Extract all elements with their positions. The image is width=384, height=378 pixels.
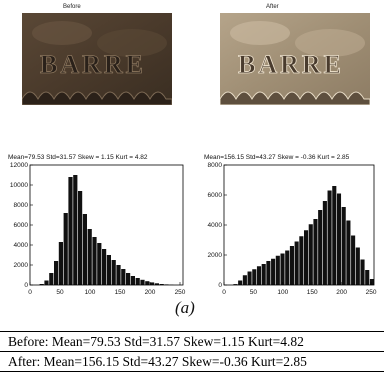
before-histogram-y-tick-label: 2000	[14, 262, 29, 269]
before-histogram-bar	[49, 273, 54, 285]
after-histogram-x-tick-label: 200	[336, 289, 347, 296]
after-histogram-bar	[318, 210, 323, 285]
after-title: After	[266, 4, 279, 10]
after-histogram-x-tick-label: 150	[307, 289, 318, 296]
before-coin-photo: BARRE	[22, 13, 172, 105]
after-histogram-bar	[346, 220, 351, 285]
before-histogram-y-tick-label: 4000	[14, 242, 29, 249]
after-histogram-bar	[285, 250, 290, 285]
after-histogram-bar	[332, 186, 337, 285]
after-histogram-x-tick-label: 50	[250, 289, 258, 296]
before-histogram-y-tick-label: 10000	[10, 182, 28, 189]
before-histogram-bar	[154, 283, 159, 285]
stats-table: Before: Mean=79.53 Std=31.57 Skew=1.15 K…	[0, 331, 384, 372]
before-histogram-bar	[78, 191, 83, 285]
before-histogram-bar	[73, 175, 78, 285]
after-histogram-bar	[341, 207, 346, 285]
after-coin-lettering: BARRE	[238, 50, 344, 79]
before-histogram-bar	[44, 280, 49, 285]
before-histogram-bar	[145, 281, 150, 285]
before-histogram-x-tick-label: 200	[145, 289, 156, 296]
after-histogram-bar	[271, 258, 276, 285]
table-row: After: Mean=156.15 Std=43.27 Skew=-0.36 …	[0, 351, 384, 372]
before-histogram-axes-box	[29, 164, 184, 286]
after-histogram-bar	[327, 190, 332, 285]
after-histogram-bar	[351, 235, 356, 285]
after-histogram-bar	[313, 219, 318, 285]
stats-row-after: After: Mean=156.15 Std=43.27 Skew=-0.36 …	[0, 351, 384, 372]
before-histogram-bar	[92, 237, 97, 285]
after-histogram-bar	[289, 246, 294, 285]
after-histogram-bar	[275, 255, 280, 285]
after-coin-photo: BARRE	[220, 13, 370, 105]
after-histogram-y-tick-label: 6000	[208, 192, 223, 199]
before-coin-lettering: BARRE	[40, 50, 146, 79]
before-histogram-bar	[106, 255, 111, 285]
before-histogram-bar	[159, 284, 164, 285]
before-histogram-x-tick-label: 250	[175, 289, 186, 296]
before-histogram-bar	[121, 269, 126, 285]
before-histogram-bar	[116, 265, 121, 285]
after-histogram-bar	[355, 247, 360, 285]
table-row: Before: Mean=79.53 Std=31.57 Skew=1.15 K…	[0, 331, 384, 352]
after-histogram-y-tick-label: 0	[218, 282, 222, 289]
after-histogram-bar	[369, 279, 374, 285]
after-histogram-x-tick-label: 0	[222, 289, 226, 296]
before-histogram-bar	[126, 273, 131, 285]
after-histogram-y-tick-label: 4000	[208, 222, 223, 229]
before-histogram-y-tick-label: 0	[24, 282, 28, 289]
after-histogram-x-tick-label: 100	[277, 289, 288, 296]
after-histogram-bar	[280, 253, 285, 285]
after-histogram-bar	[299, 236, 304, 285]
before-histogram-y-tick-label: 6000	[14, 222, 29, 229]
after-histogram-bar	[266, 261, 271, 285]
before-histogram-bar	[82, 214, 87, 285]
before-histogram-bar	[111, 260, 116, 285]
before-histogram-x-tick-label: 50	[56, 289, 64, 296]
after-histogram-x-tick-label: 250	[366, 289, 377, 296]
after-histogram-bar	[256, 266, 262, 285]
before-histogram-bar	[68, 177, 73, 285]
before-histogram-x-tick-label: 150	[115, 289, 126, 296]
after-histogram-bar	[304, 230, 309, 285]
before-histogram-x-tick-label: 0	[28, 289, 32, 296]
after-histogram-bar	[294, 241, 299, 285]
after-histogram-y-tick-label: 8000	[208, 162, 223, 169]
after-histogram-bar	[308, 224, 313, 285]
after-histogram-bar	[252, 269, 257, 285]
before-histogram-bar	[102, 249, 107, 285]
after-histogram-bar	[336, 193, 342, 285]
before-histogram-bar	[58, 242, 63, 285]
before-histogram: 0 50 100 150 200 250 0 2000 4000 6000 8000 10000 120…	[10, 162, 186, 296]
after-histogram-bar	[360, 259, 365, 285]
figure-caption: (a)	[175, 298, 195, 317]
before-histogram-bar	[135, 278, 140, 285]
after-histogram-title: Mean=156.15 Std=43.27 Skew = -0.36 Kurt …	[204, 154, 350, 161]
after-histogram-bar	[247, 271, 252, 285]
after-histogram-bar	[242, 275, 247, 285]
after-histogram-bar	[238, 280, 243, 285]
stats-row-before: Before: Mean=79.53 Std=31.57 Skew=1.15 K…	[0, 331, 384, 352]
before-histogram-bar	[54, 261, 59, 285]
before-histogram-title: Mean=79.53 Std=31.57 Skew = 1.15 Kurt = …	[8, 154, 148, 161]
after-histogram: 0 50 100 150 200 250 0 2000 4000 6000 8000	[208, 162, 377, 296]
after-histogram-bar	[322, 201, 327, 285]
before-histogram-x-tick-label: 100	[85, 289, 96, 296]
before-histogram-bar	[87, 229, 92, 285]
before-histogram-bar	[140, 279, 145, 285]
before-histogram-bar	[150, 282, 155, 285]
before-histogram-bar	[63, 213, 68, 285]
before-histogram-bar	[130, 276, 135, 285]
before-title: Before	[63, 4, 81, 10]
before-histogram-y-tick-label: 8000	[14, 202, 29, 209]
before-histogram-bar	[97, 243, 102, 285]
after-histogram-bar	[261, 264, 266, 285]
before-histogram-y-tick-label: 12000	[10, 162, 28, 169]
after-histogram-y-tick-label: 2000	[208, 252, 223, 259]
before-histogram-bar	[39, 284, 44, 285]
after-histogram-bar	[233, 284, 238, 285]
after-histogram-bar	[365, 270, 370, 285]
